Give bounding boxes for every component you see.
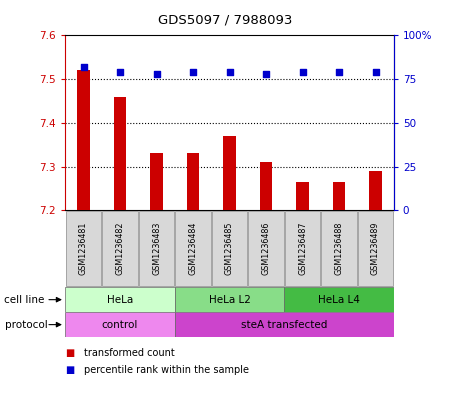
Bar [260,162,272,210]
Point [226,69,233,75]
Text: transformed count: transformed count [84,347,175,358]
Point [80,64,87,70]
Text: GDS5097 / 7988093: GDS5097 / 7988093 [158,14,292,27]
Point [372,69,379,75]
Bar [65,287,175,312]
Text: GSM1236486: GSM1236486 [261,222,270,275]
Bar [285,211,320,286]
Text: GSM1236487: GSM1236487 [298,222,307,275]
Bar [321,211,356,286]
Bar [358,211,393,286]
Text: HeLa L2: HeLa L2 [208,295,251,305]
Bar [103,211,138,286]
Bar [66,211,101,286]
Point [335,69,342,75]
Text: ■: ■ [65,347,75,358]
Text: GSM1236484: GSM1236484 [189,222,198,275]
Bar [248,211,284,286]
Text: steA transfected: steA transfected [241,320,328,330]
Text: GSM1236485: GSM1236485 [225,222,234,275]
Point [262,71,270,77]
Bar [333,182,346,210]
Text: GSM1236481: GSM1236481 [79,222,88,275]
Bar [212,211,247,286]
Text: protocol: protocol [4,320,47,330]
Bar [77,70,90,210]
Bar [175,312,394,337]
Bar [284,287,394,312]
Bar [223,136,236,210]
Text: HeLa: HeLa [107,295,133,305]
Bar [113,97,126,210]
Bar [139,211,174,286]
Bar [296,182,309,210]
Bar [175,287,284,312]
Point [153,71,160,77]
Bar [369,171,382,210]
Text: ■: ■ [65,365,75,375]
Bar [187,153,199,210]
Text: cell line: cell line [4,295,45,305]
Text: HeLa L4: HeLa L4 [318,295,360,305]
Text: GSM1236483: GSM1236483 [152,222,161,275]
Text: percentile rank within the sample: percentile rank within the sample [84,365,249,375]
Text: GSM1236488: GSM1236488 [334,222,343,275]
Point [189,69,197,75]
Point [117,69,124,75]
Bar [150,153,163,210]
Text: control: control [102,320,138,330]
Bar [176,211,211,286]
Point [299,69,306,75]
Text: GSM1236489: GSM1236489 [371,222,380,275]
Text: GSM1236482: GSM1236482 [116,222,125,275]
Bar [65,312,175,337]
